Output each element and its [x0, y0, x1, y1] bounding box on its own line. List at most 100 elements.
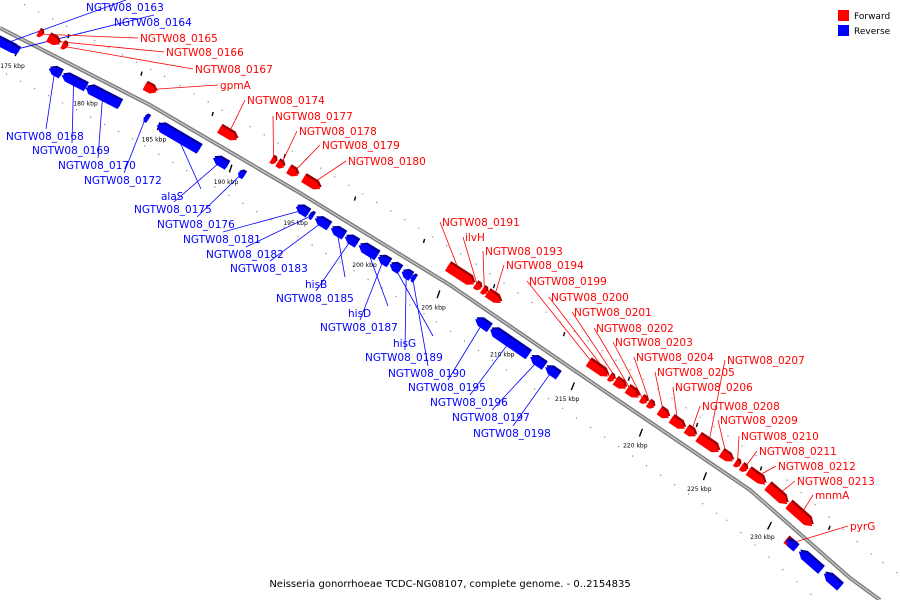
gene-label-ngtw08-0202: NGTW08_0202 — [596, 323, 674, 335]
guide-dot — [573, 330, 575, 333]
leader-line — [359, 260, 384, 321]
leader-line — [526, 280, 599, 370]
gene-ngtw08-0194 — [484, 288, 503, 303]
guide-dot — [715, 512, 718, 514]
scale-minor-tick — [827, 525, 831, 531]
gene-arrow — [237, 171, 246, 180]
gene-label-ngtw08-0196: NGTW08_0196 — [430, 397, 508, 409]
legend-swatch-forward — [838, 10, 849, 21]
gene-ngtw08-0166 — [46, 32, 62, 46]
scale-tick-mark — [436, 290, 441, 299]
gene-arrow — [683, 426, 696, 437]
guide-dot — [193, 93, 195, 95]
guide-dot — [601, 349, 603, 352]
guide-dot — [547, 398, 550, 400]
gene-label-ngtw08-0207: NGTW08_0207 — [727, 355, 805, 367]
leader-line — [177, 137, 202, 190]
guide-dot — [263, 134, 265, 136]
guide-dot — [800, 491, 802, 494]
gene-arrow — [85, 86, 122, 110]
leader-line — [272, 115, 274, 162]
guide-dot — [242, 202, 244, 205]
gene-arrow — [484, 290, 501, 303]
scale-tick-label: 175 kbp — [0, 63, 25, 70]
gene-gpma — [142, 80, 158, 94]
guide-dot — [699, 416, 701, 418]
guide-dot — [603, 436, 606, 438]
gene-ngtw08-0211 — [738, 462, 749, 472]
gene-corner-a — [785, 538, 800, 552]
gene-ngtw08-0203 — [638, 394, 649, 404]
scale-tick-label: 200 kbp — [352, 262, 377, 269]
guide-dot — [418, 227, 420, 229]
gene-arrow — [472, 282, 481, 291]
gene-label-ngtw08-0200: NGTW08_0200 — [551, 292, 629, 304]
gene-corner-c — [823, 571, 844, 591]
gene-arrow — [10, 46, 20, 55]
gene-arrow — [624, 386, 639, 398]
guide-dot — [131, 138, 134, 140]
leader-line — [315, 240, 352, 292]
guide-dot — [673, 484, 676, 486]
gene-ngtw08-0179 — [286, 164, 300, 177]
guide-dot — [786, 479, 788, 481]
gene-label-mnma: mnmA — [815, 490, 850, 502]
gene-arrow — [36, 29, 43, 38]
gene-label-ngtw08-0178: NGTW08_0178 — [299, 126, 377, 138]
gene-label-pyrg: pyrG — [850, 521, 875, 533]
gene-ngtw08-0181 — [295, 204, 312, 218]
guide-dot — [353, 270, 355, 272]
leader-line — [14, 14, 155, 51]
gene-features — [0, 27, 844, 591]
gene-label-ngtw08-0185: NGTW08_0185 — [276, 293, 354, 305]
guide-dot — [617, 445, 620, 448]
gene-arrow — [156, 124, 202, 154]
leader-line — [123, 118, 146, 174]
guide-dot — [107, 47, 110, 49]
scale-minor-tick — [140, 71, 143, 76]
gene-label-ngtw08-0174: NGTW08_0174 — [247, 95, 325, 107]
gene-ngtw08-0202 — [624, 384, 641, 398]
gene-ngtw08-0165 — [36, 27, 45, 38]
gene-ngtw08-0180 — [301, 173, 322, 190]
gene-hisb — [330, 225, 348, 240]
gene-label-ngtw08-0180: NGTW08_0180 — [348, 156, 426, 168]
gene-label-ngtw08-0189: NGTW08_0189 — [365, 352, 443, 364]
gene-arrow — [764, 483, 788, 505]
guide-dot — [395, 295, 397, 298]
gene-mnma — [785, 499, 814, 527]
guide-dot — [505, 369, 508, 371]
scale-tick-label: 205 kbp — [421, 305, 446, 312]
gene-label-ngtw08-0198: NGTW08_0198 — [473, 428, 551, 440]
guide-dot — [409, 304, 411, 306]
gene-label-ngtw08-0176: NGTW08_0176 — [157, 219, 235, 231]
gene-ngtw08-0176 — [237, 169, 248, 180]
guide-dot — [477, 350, 480, 352]
gene-arrow — [295, 206, 310, 218]
legend-label-forward: Forward — [854, 12, 890, 22]
guide-dot — [629, 369, 631, 371]
gene-ngtw08-0172 — [143, 113, 152, 123]
scale-tick-label: 220 kbp — [623, 442, 648, 449]
guide-dot — [856, 541, 858, 543]
gene-label-alas: alaS — [161, 191, 184, 203]
gene-arrow — [823, 573, 843, 591]
leader-line — [633, 356, 652, 406]
guide-dot — [367, 278, 369, 281]
guide-dot — [713, 426, 715, 428]
gene-ngtw08-0205 — [656, 405, 671, 419]
gene-arrow — [46, 34, 60, 46]
scale-tick-label: 210 kbp — [490, 351, 515, 358]
leader-line — [2, 0, 127, 45]
scale-minor-tick — [211, 111, 214, 117]
gene-label-hisd: hisD — [348, 308, 371, 320]
guide-dot — [334, 176, 336, 178]
gene-ngtw08-0193 — [479, 285, 489, 295]
scale-tick-label: 185 kbp — [142, 137, 167, 144]
guide-dot — [796, 581, 798, 583]
gene-hisd — [358, 242, 381, 261]
guide-dot — [256, 211, 258, 213]
guide-dot — [575, 417, 578, 419]
